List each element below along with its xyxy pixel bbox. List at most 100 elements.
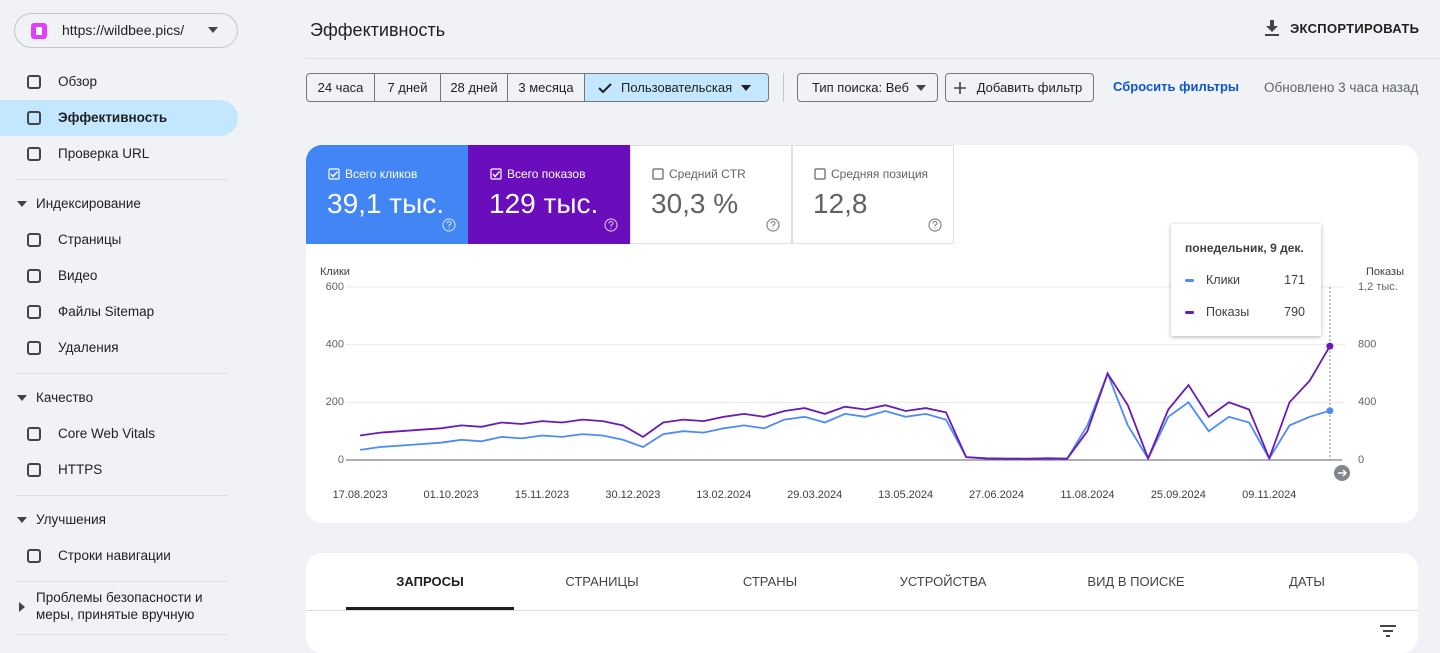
tab[interactable]: ЗАПРОСЫ	[396, 574, 464, 589]
date-range-chip[interactable]: Пользовательская	[584, 73, 769, 102]
checkbox-box	[490, 168, 502, 180]
metric-tile[interactable]	[306, 145, 468, 244]
nav-item[interactable]: Эффективность	[58, 110, 168, 125]
nav-item[interactable]: Файлы Sitemap	[58, 304, 155, 319]
updated-note: Обновлено 3 часа назад	[1264, 80, 1419, 95]
icon-shape	[27, 463, 41, 477]
next-arrow	[1338, 469, 1348, 477]
range-caret	[741, 85, 751, 91]
date-range-chip[interactable]: 7 дней	[374, 73, 441, 102]
page: https://wildbee.pics/Обзор Эффективность П…	[0, 13, 1440, 653]
metric-label: Средний CTR	[669, 167, 746, 181]
metric-tile[interactable]	[630, 145, 792, 244]
x-tick-label: 15.11.2023	[515, 489, 569, 501]
chip-label: 7 дней	[387, 80, 428, 95]
y2-tick-label: 800	[1358, 339, 1376, 351]
y2-tick-label: 0	[1358, 454, 1364, 466]
property-url: https://wildbee.pics/	[62, 22, 185, 38]
tab[interactable]: ДАТЫ	[1289, 574, 1325, 589]
tab[interactable]: УСТРОЙСТВА	[899, 574, 987, 589]
icon-shape	[27, 341, 41, 355]
search-type-caret	[916, 85, 926, 91]
nav-icon	[27, 233, 41, 247]
separator	[16, 179, 227, 180]
chip-label: 3 месяца	[518, 80, 574, 95]
filter-icon	[1380, 625, 1396, 637]
help-icon	[928, 218, 942, 232]
property-selector[interactable]	[14, 13, 238, 48]
chip-label: 24 часа	[317, 80, 364, 95]
date-range-chip[interactable]: 3 месяца	[507, 73, 585, 102]
help-circle	[766, 218, 780, 232]
nav-item[interactable]: Core Web Vitals	[58, 426, 156, 441]
metric-label: Средняя позиция	[831, 167, 929, 181]
help-icon	[604, 218, 618, 232]
x-tick-label: 17.08.2023	[333, 489, 388, 501]
section-title[interactable]: Улучшения	[36, 512, 106, 527]
x-tick-label: 29.03.2024	[787, 489, 842, 501]
nav-item[interactable]: Проверка URL	[58, 146, 150, 161]
help-icon	[766, 218, 780, 232]
help-circle	[928, 218, 942, 232]
icon-shape	[27, 111, 41, 125]
nav-item[interactable]: Страницы	[58, 232, 122, 247]
caret-shape	[208, 27, 218, 33]
divider	[783, 73, 784, 102]
nav-icon	[27, 111, 41, 125]
nav-item[interactable]: Удаления	[58, 340, 119, 355]
caret-shape	[17, 395, 27, 401]
add-filter-chip[interactable]: Добавить фильтр	[945, 73, 1094, 102]
nav-icon	[27, 549, 41, 563]
section-title[interactable]: Качество	[36, 390, 94, 405]
property-caret	[208, 27, 218, 33]
nav-icon	[27, 427, 41, 441]
section-title[interactable]: Проблемы безопасности и меры, принятые в…	[36, 590, 203, 622]
separator	[16, 634, 227, 635]
help-mark	[446, 220, 452, 229]
series-line	[359, 345, 1331, 461]
y-tick-label: 400	[326, 339, 344, 351]
help-mark	[608, 220, 614, 229]
icon-shape	[27, 305, 41, 319]
y-axis-title: Клики	[320, 266, 350, 278]
x-tick-label: 30.12.2023	[605, 489, 660, 501]
export-button[interactable]: ЭКСПОРТИРОВАТЬ	[1290, 21, 1420, 36]
x-tick-label: 27.06.2024	[969, 489, 1024, 501]
x-tick-label: 11.08.2024	[1060, 489, 1114, 501]
section-caret	[17, 517, 27, 523]
metric-checkbox	[328, 168, 340, 180]
metric-tile[interactable]	[468, 145, 630, 244]
search-type-chip[interactable]: Тип поиска: Веб	[797, 73, 938, 102]
section-caret	[19, 602, 25, 612]
icon-shape	[27, 427, 41, 441]
tab[interactable]: ВИД В ПОИСКЕ	[1087, 574, 1185, 589]
reset-filters[interactable]: Сбросить фильтры	[1113, 79, 1240, 94]
caret-shape	[17, 201, 27, 207]
caret-shape	[916, 85, 926, 91]
icon-shape	[27, 75, 41, 89]
filter-shape	[1380, 625, 1396, 637]
header-divider	[306, 58, 1440, 59]
date-range-chip[interactable]: 24 часа	[306, 73, 375, 102]
icon-shape	[27, 233, 41, 247]
plus-shape	[954, 82, 966, 94]
nav-item[interactable]: HTTPS	[58, 462, 103, 477]
separator	[16, 581, 227, 582]
y-tick-label: 200	[326, 396, 344, 408]
nav-icon	[27, 341, 41, 355]
nav-icon	[27, 305, 41, 319]
section-title[interactable]: Индексирование	[36, 196, 141, 211]
tab[interactable]: СТРАНЫ	[742, 574, 798, 589]
metric-tile[interactable]	[792, 145, 954, 244]
tab[interactable]: СТРАНИЦЫ	[565, 574, 639, 589]
y2-tick-label: 400	[1358, 396, 1376, 408]
nav-item[interactable]: Строки навигации	[58, 548, 171, 563]
date-range-chip[interactable]: 28 дней	[440, 73, 508, 102]
section-caret	[17, 395, 27, 401]
tooltip-title: понедельник, 9 дек.	[1185, 241, 1304, 255]
check-shape	[598, 82, 612, 93]
x-tick-label: 13.05.2024	[878, 489, 933, 501]
nav-item[interactable]: Обзор	[58, 74, 97, 89]
nav-item[interactable]: Видео	[58, 268, 98, 283]
plus-icon	[954, 82, 966, 94]
